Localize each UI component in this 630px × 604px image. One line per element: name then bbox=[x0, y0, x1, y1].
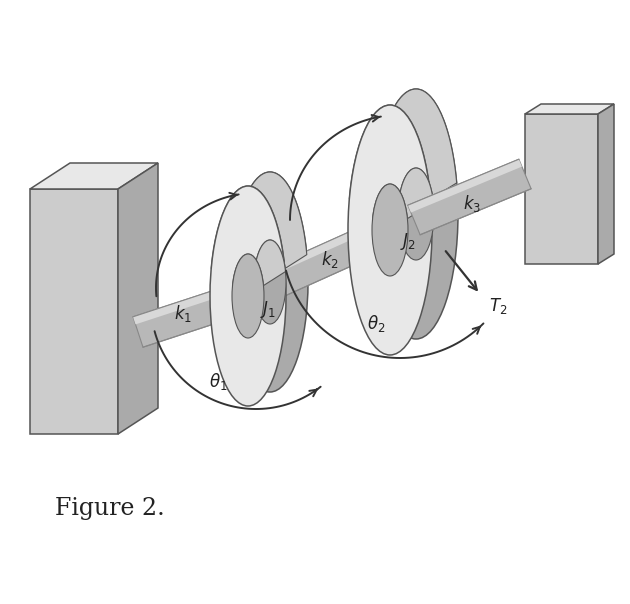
Text: Figure 2.: Figure 2. bbox=[55, 498, 165, 521]
Polygon shape bbox=[211, 172, 307, 269]
Text: $J_2$: $J_2$ bbox=[400, 231, 416, 252]
Polygon shape bbox=[349, 89, 457, 199]
Ellipse shape bbox=[398, 168, 434, 260]
Polygon shape bbox=[525, 114, 598, 264]
Polygon shape bbox=[372, 168, 433, 219]
Polygon shape bbox=[118, 163, 158, 434]
Polygon shape bbox=[408, 159, 531, 235]
Polygon shape bbox=[261, 217, 385, 278]
Polygon shape bbox=[30, 189, 118, 434]
Polygon shape bbox=[598, 104, 614, 264]
Text: $\theta_2$: $\theta_2$ bbox=[367, 313, 385, 335]
Text: $J_1$: $J_1$ bbox=[260, 298, 276, 320]
Polygon shape bbox=[133, 281, 246, 324]
Ellipse shape bbox=[348, 105, 432, 355]
Ellipse shape bbox=[210, 186, 286, 406]
Ellipse shape bbox=[232, 254, 264, 338]
Polygon shape bbox=[133, 281, 253, 347]
Text: $T_2$: $T_2$ bbox=[489, 296, 507, 316]
Polygon shape bbox=[232, 240, 285, 286]
Ellipse shape bbox=[374, 89, 458, 339]
Text: $\theta_1$: $\theta_1$ bbox=[209, 371, 227, 393]
Ellipse shape bbox=[232, 172, 308, 392]
Polygon shape bbox=[525, 104, 614, 114]
Ellipse shape bbox=[254, 240, 286, 324]
Text: $k_3$: $k_3$ bbox=[463, 193, 481, 214]
Polygon shape bbox=[408, 159, 522, 213]
Polygon shape bbox=[261, 217, 394, 301]
Ellipse shape bbox=[372, 184, 408, 276]
Polygon shape bbox=[30, 163, 158, 189]
Text: $k_1$: $k_1$ bbox=[174, 303, 192, 324]
Text: $k_2$: $k_2$ bbox=[321, 248, 339, 269]
